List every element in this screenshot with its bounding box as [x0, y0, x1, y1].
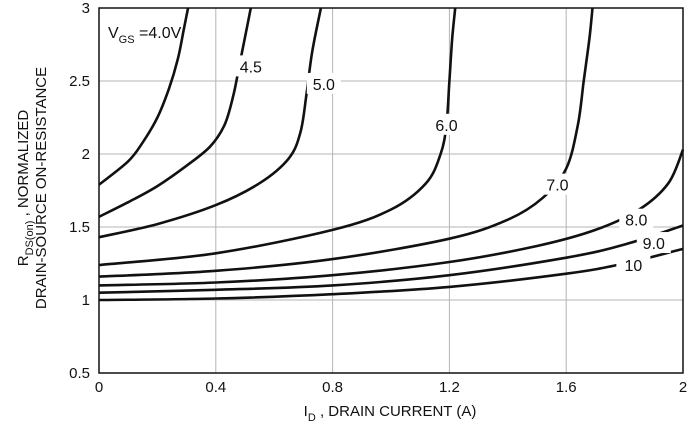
- svg-text:DRAIN-SOURCE ON-RESISTANCE: DRAIN-SOURCE ON-RESISTANCE: [33, 67, 50, 309]
- y-tick-label: 0.5: [69, 365, 90, 382]
- y-tick-label: 2: [82, 146, 90, 163]
- y-tick-label: 1.5: [69, 219, 90, 236]
- x-tick-label: 0.4: [205, 379, 226, 396]
- y-tick-labels: 0.5 1 1.5 2 2.5 3: [69, 0, 90, 382]
- curve-vgs-6.0: [98, 7, 457, 267]
- curve-label-8.0: 8.0: [625, 213, 647, 230]
- svg-text:RDS(on) , NORMALIZED: RDS(on) , NORMALIZED: [15, 110, 36, 267]
- curve-vgs-8.0: [98, 149, 685, 287]
- curve-vgs-7.0: [98, 7, 594, 278]
- curve-label-4.5: 4.5: [240, 59, 262, 76]
- curve-label-10: 10: [624, 258, 642, 275]
- curve-labels: 4.5 5.0 6.0 7.0 8.0 9.010: [233, 55, 671, 275]
- curve-label-bg: [429, 113, 464, 135]
- curve-vgs-9.0: [98, 224, 684, 294]
- vgs-annotation: VGS =4.0V: [108, 25, 182, 46]
- grid: [98, 7, 684, 374]
- plot-frame: [98, 7, 684, 374]
- x-tick-label: 0: [95, 379, 103, 396]
- curve-label-bg: [619, 208, 654, 230]
- y-tick-label: 3: [82, 0, 90, 17]
- curve-vgs-5.0: [98, 7, 323, 239]
- y-tick-label: 1: [82, 292, 90, 309]
- curve-label-9.0: 9.0: [643, 236, 665, 253]
- x-tick-label: 2: [679, 379, 687, 396]
- x-axis-label: ID , DRAIN CURRENT (A): [304, 403, 477, 424]
- curve-label-bg: [540, 173, 575, 195]
- curve-label-7.0: 7.0: [546, 178, 568, 195]
- curve-label-bg: [636, 232, 671, 254]
- curve-label-bg: [306, 72, 341, 94]
- curve-label-5.0: 5.0: [313, 77, 335, 94]
- y-tick-label: 2.5: [69, 73, 90, 90]
- y-axis-label: RDS(on) , NORMALIZED DRAIN-SOURCE ON-RES…: [15, 67, 50, 309]
- curve-label-bg: [233, 55, 268, 77]
- curve-vgs-4.5: [98, 7, 253, 218]
- x-tick-labels: 0 0.4 0.8 1.2 1.6 2: [95, 379, 687, 396]
- x-tick-label: 0.8: [322, 379, 343, 396]
- x-tick-label: 1.6: [556, 379, 577, 396]
- curve-label-6.0: 6.0: [435, 118, 457, 135]
- x-tick-label: 1.2: [439, 379, 460, 396]
- curve-label-bg: [616, 253, 651, 275]
- curves: [98, 7, 685, 302]
- curve-vgs-4.0: [98, 7, 190, 186]
